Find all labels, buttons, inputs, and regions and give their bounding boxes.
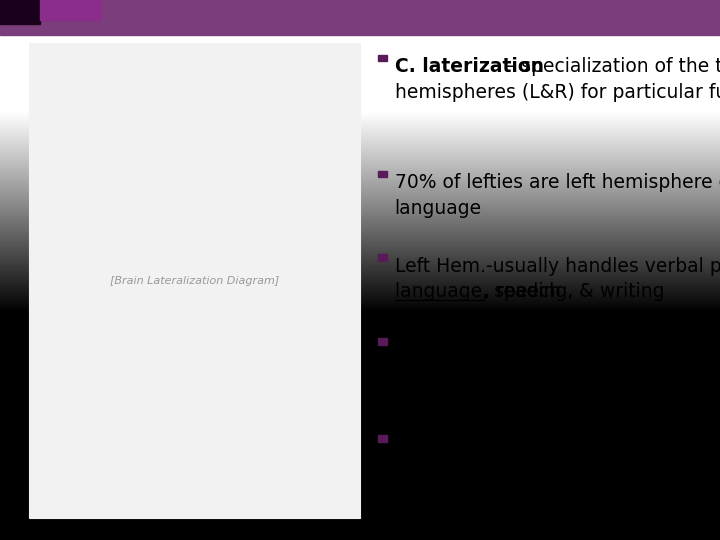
Bar	[0, 0, 40, 24]
Bar	[29, 43, 360, 518]
Text: 70% of lefties are left hemisphere dominant for: 70% of lefties are left hemisphere domin…	[395, 173, 720, 192]
Bar	[378, 254, 387, 261]
Bar	[378, 338, 387, 345]
Bar	[0, 0, 720, 35]
Text: Right Hem.-usually handles: Right Hem.-usually handles	[395, 340, 652, 359]
Text: [Brain Lateralization Diagram]: [Brain Lateralization Diagram]	[109, 276, 279, 286]
Bar	[378, 171, 387, 177]
Text: Left Hem.-usually handles verbal processing,: Left Hem.-usually handles verbal process…	[395, 256, 720, 275]
Text: , reading, & writing: , reading, & writing	[485, 282, 665, 301]
Text: Primary sensory & motor areas are symmetrical.: Primary sensory & motor areas are symmet…	[395, 437, 720, 456]
Bar	[378, 55, 387, 61]
Text: nonverbal processing: nonverbal processing	[395, 366, 596, 385]
Text: – specialization of the two cerebral: – specialization of the two cerebral	[500, 57, 720, 76]
Bar	[40, 0, 101, 20]
Bar	[378, 435, 387, 442]
Text: language: language	[395, 199, 482, 218]
Text: hemispheres (L&R) for particular functions: hemispheres (L&R) for particular functio…	[395, 83, 720, 102]
Text: , spatial,: , spatial,	[507, 366, 588, 385]
Text: C. laterization: C. laterization	[395, 57, 544, 76]
Text: musical, and visual: musical, and visual	[395, 392, 575, 411]
Text: language, speech: language, speech	[395, 282, 561, 301]
